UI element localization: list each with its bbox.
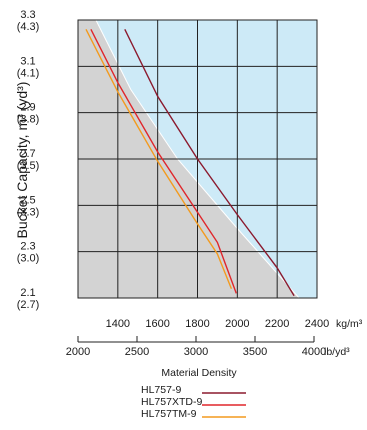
y-tick-label-m3: 3.3 xyxy=(20,9,35,21)
y-tick-label-m3: 2.5 xyxy=(20,194,35,206)
x-tick-label-kgm3: 2400 xyxy=(305,318,329,330)
x-tick-label-kgm3: 2000 xyxy=(225,318,249,330)
legend-label-1: HL757-9 xyxy=(141,384,181,396)
y-tick-label-yd3: (4.3) xyxy=(17,21,40,33)
x-tick-label-lbyd3: 4000 xyxy=(302,346,326,358)
y-tick-label-m3: 2.3 xyxy=(20,241,35,253)
series-line-3 xyxy=(85,28,233,289)
y-tick-label-yd3: (3.8) xyxy=(17,114,40,126)
y-tick-label-yd3: (4.1) xyxy=(17,67,40,79)
series-line-1 xyxy=(124,28,295,297)
x-tick-label-kgm3: 1800 xyxy=(185,318,209,330)
y-tick-label-m3: 2.9 xyxy=(20,102,35,114)
legend-label-2: HL757XTD-9 xyxy=(141,396,202,408)
y-tick-label-m3: 3.1 xyxy=(20,55,35,67)
x-unit-primary-label: kg/m³ xyxy=(336,318,363,330)
y-tick-label-yd3: (3.0) xyxy=(17,253,40,265)
y-tick-label-m3: 2.7 xyxy=(20,148,35,160)
y-axis-title: Bucket Capacity, m³ (yd³) xyxy=(14,82,30,239)
y-tick-label-m3: 2.1 xyxy=(20,287,35,299)
y-tick-label-yd3: (3.3) xyxy=(17,206,40,218)
x-tick-label-kgm3: 1400 xyxy=(106,318,130,330)
grid xyxy=(78,20,317,298)
series-line-2 xyxy=(90,28,237,294)
x-tick-label-lbyd3: 3500 xyxy=(243,346,267,358)
x-tick-label-kgm3: 2200 xyxy=(265,318,289,330)
x-tick-labels-secondary: 2000 2500 3000 3500 4000 xyxy=(66,336,326,358)
plot-border xyxy=(77,19,318,299)
y-tick-label-yd3: (3.5) xyxy=(17,160,40,172)
x-tick-label-lbyd3: 2500 xyxy=(125,346,149,358)
x-tick-label-lbyd3: 2000 xyxy=(66,346,90,358)
legend-label-3: HL757TM-9 xyxy=(141,408,197,420)
plot-area xyxy=(77,19,318,299)
x-tick-label-lbyd3: 3000 xyxy=(184,346,208,358)
gray-region xyxy=(78,20,300,298)
x-tick-labels-primary: 1400 1600 1800 2000 2200 2400 xyxy=(106,318,330,330)
x-axis-title: Material Density xyxy=(161,367,237,379)
x-unit-secondary-label: lb/yd³ xyxy=(324,346,350,358)
y-tick-labels: 2.1(2.7) 2.3(3.0) 2.5(3.3) 2.7(3.5) 2.9(3.8)… xyxy=(17,9,40,311)
y-tick-label-yd3: (2.7) xyxy=(17,299,40,311)
x-tick-label-kgm3: 1600 xyxy=(145,318,169,330)
series-group xyxy=(85,28,295,297)
